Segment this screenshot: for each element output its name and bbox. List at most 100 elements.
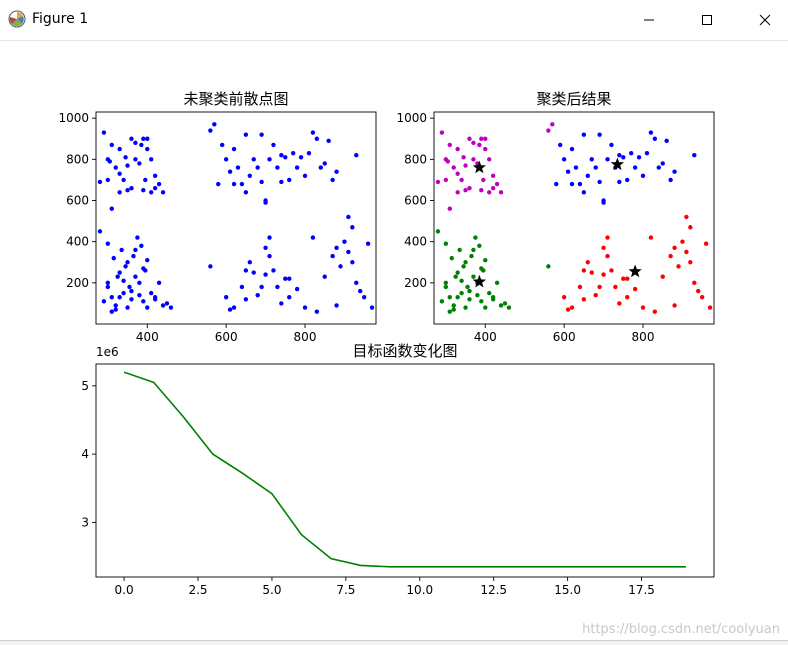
data-point	[451, 307, 456, 312]
data-point	[251, 270, 256, 275]
data-point	[145, 305, 150, 310]
data-point	[243, 268, 249, 273]
maximize-button[interactable]	[684, 0, 730, 40]
data-point	[125, 305, 130, 310]
data-point	[581, 132, 587, 137]
data-point	[703, 241, 709, 246]
data-point	[160, 190, 166, 195]
data-point	[613, 284, 618, 290]
data-point	[617, 153, 622, 158]
data-point	[101, 130, 107, 135]
data-point	[145, 136, 150, 141]
chart-title: 未聚类前散点图	[183, 90, 288, 108]
data-point	[471, 140, 476, 146]
data-point	[127, 284, 132, 290]
data-point	[467, 288, 472, 294]
data-point	[585, 260, 591, 265]
data-point	[569, 146, 575, 152]
data-point	[208, 264, 213, 269]
data-point	[443, 241, 449, 246]
data-point	[255, 165, 260, 170]
data-point	[263, 200, 268, 205]
data-point	[105, 280, 111, 286]
data-point	[557, 142, 563, 148]
data-point	[435, 179, 441, 185]
data-point	[318, 165, 323, 170]
data-point	[235, 165, 241, 170]
data-point	[338, 264, 343, 269]
cluster-center-marker	[472, 160, 486, 174]
data-point	[156, 280, 162, 286]
data-point	[494, 181, 500, 187]
data-point	[243, 190, 249, 195]
data-point	[133, 274, 138, 279]
data-point	[473, 235, 478, 240]
data-point	[688, 225, 693, 230]
data-point	[463, 260, 468, 265]
data-point	[117, 270, 122, 275]
data-point	[461, 264, 466, 269]
minimize-button[interactable]	[626, 0, 672, 40]
x-tick-label: 800	[294, 330, 317, 344]
data-point	[350, 260, 355, 265]
data-point	[447, 206, 452, 211]
data-point	[141, 299, 146, 304]
data-point	[656, 165, 661, 170]
data-point	[107, 159, 113, 164]
y-tick-label: 200	[404, 276, 427, 290]
data-point	[141, 188, 146, 193]
data-point	[135, 235, 140, 240]
data-point	[498, 303, 504, 308]
y-tick-label: 800	[404, 152, 427, 166]
data-point	[589, 157, 594, 162]
data-point	[684, 214, 689, 220]
data-point	[271, 142, 276, 148]
data-point	[459, 278, 464, 283]
data-point	[625, 295, 630, 300]
data-point	[447, 142, 452, 148]
data-point	[287, 295, 292, 300]
y-tick-label: 400	[404, 235, 427, 249]
data-point	[439, 299, 445, 304]
data-point	[605, 253, 610, 259]
data-point	[561, 295, 567, 300]
data-point	[97, 229, 103, 234]
data-point	[227, 307, 233, 312]
data-point	[125, 188, 130, 193]
data-point	[597, 179, 602, 185]
data-point	[439, 130, 445, 135]
data-point	[117, 190, 122, 195]
data-point	[346, 214, 351, 220]
data-point	[243, 297, 249, 302]
data-point	[554, 181, 559, 187]
data-point	[168, 305, 174, 310]
data-point	[125, 260, 130, 265]
data-point	[129, 297, 134, 302]
data-point	[263, 272, 268, 277]
close-button[interactable]	[742, 0, 788, 40]
data-point	[479, 136, 484, 141]
data-point	[601, 245, 606, 251]
window-titlebar: Figure 1	[0, 0, 788, 41]
data-point	[455, 295, 460, 300]
data-point	[267, 235, 272, 240]
y-tick-label: 1000	[58, 111, 89, 125]
data-point	[101, 299, 107, 304]
data-point	[255, 292, 260, 298]
data-point	[131, 253, 136, 259]
data-point	[267, 253, 272, 259]
data-point	[271, 268, 276, 273]
data-point	[139, 243, 144, 248]
data-point	[569, 181, 575, 187]
data-point	[581, 268, 587, 273]
axes-3: 目标函数变化图 0.0 2.5 5.0 7.5 10.0 12.5 15.0 17.5 3 4 5 1e…	[81, 342, 715, 597]
data-point	[149, 157, 154, 162]
offset-text: 1e6	[96, 345, 119, 359]
data-point	[483, 136, 488, 141]
data-point	[109, 206, 114, 211]
data-point	[467, 297, 472, 302]
data-point	[597, 284, 602, 290]
data-point	[459, 290, 464, 296]
data-point	[447, 309, 452, 314]
x-tick-label: 600	[553, 330, 576, 344]
